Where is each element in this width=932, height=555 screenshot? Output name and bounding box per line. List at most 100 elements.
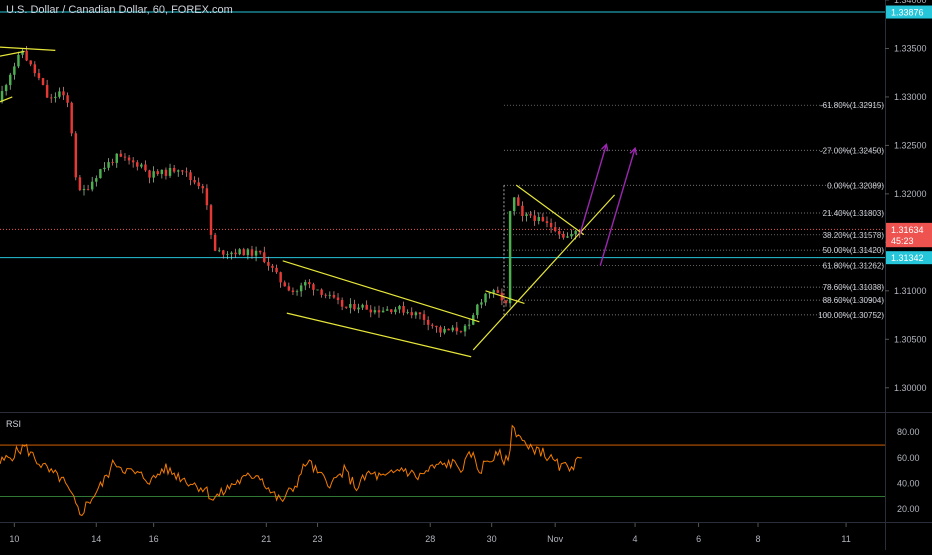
time-tick-label: 11 [841, 534, 850, 544]
trend-line[interactable] [515, 184, 585, 236]
candle-down [279, 272, 282, 283]
price-badge-label: 1.31342 [891, 253, 924, 263]
price-badge [886, 222, 932, 236]
candle-up [349, 303, 352, 308]
candle-down [459, 331, 463, 332]
candle-down [435, 325, 438, 328]
candle-down [86, 189, 90, 190]
candle-up [107, 162, 110, 168]
trend-line[interactable] [0, 46, 56, 52]
candle-up [90, 181, 94, 190]
candle-down [156, 171, 159, 175]
candle-down [365, 304, 368, 310]
candle-down [422, 314, 426, 320]
candle-down [308, 282, 311, 285]
projection-arrow-shaft[interactable] [599, 148, 636, 266]
trend-line[interactable] [282, 260, 480, 323]
candle-down [66, 95, 69, 103]
trend-line[interactable] [286, 312, 472, 358]
candle-down [205, 188, 209, 206]
candle-up [488, 292, 491, 294]
candle-up [177, 170, 180, 172]
axes-layer: 1.340001.335001.330001.325001.320001.315… [9, 0, 932, 544]
candle-down [275, 267, 278, 273]
candle-up [398, 305, 401, 310]
candle-down [504, 300, 508, 304]
fibonacci-retracement[interactable]: -61.80%(1.32915) -27.00%(1.32450) 0.00%(1.… [503, 101, 885, 320]
candle-down [172, 167, 176, 172]
price-badge [886, 5, 932, 19]
candle-down [144, 164, 147, 171]
price-tick-label: 1.30500 [894, 334, 927, 344]
candle-down [549, 222, 553, 228]
rsi-pane: 80.00 60.00 40.00 20.00 [0, 424, 920, 517]
projection-arrows-layer[interactable] [579, 143, 638, 266]
candle-down [439, 327, 442, 333]
candle-up [95, 178, 98, 182]
candle-down [62, 91, 65, 96]
candle-down [377, 310, 381, 313]
candle-up [0, 91, 4, 102]
candle-down [353, 303, 356, 310]
candle-down [402, 305, 405, 313]
trend-line[interactable] [472, 194, 616, 351]
projection-arrow-head [600, 143, 609, 152]
trend-line[interactable] [0, 96, 13, 103]
candle-up [9, 74, 12, 86]
candle-up [140, 164, 143, 167]
candle-down [447, 328, 450, 331]
candle-down [369, 309, 373, 313]
trend-line[interactable] [0, 50, 25, 58]
trend-line[interactable] [485, 290, 525, 304]
fib-level-label: -61.80%(1.32915) [820, 101, 884, 110]
candle-up [316, 289, 319, 291]
candle-up [328, 294, 332, 296]
fib-level-label: 88.60%(1.30904) [823, 296, 885, 305]
candle-up [357, 307, 360, 310]
candle-up [443, 328, 446, 333]
candle-up [238, 249, 241, 255]
candle-down [324, 294, 327, 296]
price-badge-label: 45:23 [891, 236, 914, 246]
candle-up [508, 211, 512, 304]
candle-down [45, 84, 49, 98]
candle-down [189, 172, 192, 181]
candle-up [385, 309, 389, 311]
fib-level-label: -27.00%(1.32450) [820, 146, 884, 155]
candle-down [271, 265, 274, 268]
candle-down [123, 156, 127, 158]
time-tick-label: 16 [149, 534, 159, 544]
rsi-tick-label: 80.00 [897, 427, 920, 437]
candle-down [529, 214, 532, 216]
time-tick-label: 14 [91, 534, 101, 544]
candle-up [115, 153, 118, 163]
candle-down [390, 309, 393, 313]
candle-up [304, 282, 307, 286]
candle-down [234, 252, 237, 255]
chart-title: U.S. Dollar / Canadian Dollar, 60, FOREX… [6, 4, 233, 16]
time-tick-label: 21 [261, 534, 271, 544]
trend-lines-layer[interactable] [0, 46, 616, 358]
candle-down [344, 306, 348, 308]
fib-level-label: 78.60%(1.31038) [823, 283, 885, 292]
candle-down [287, 286, 291, 291]
price-tick-label: 1.33000 [894, 92, 927, 102]
candle-up [373, 310, 377, 313]
time-tick-label: 4 [633, 534, 638, 544]
candle-down [41, 78, 45, 85]
candle-down [320, 289, 323, 295]
candle-up [480, 302, 483, 305]
time-tick-label: 23 [313, 534, 323, 544]
projection-arrow-shaft[interactable] [579, 144, 608, 235]
price-badge [886, 234, 932, 248]
candle-up [17, 54, 20, 67]
price-tick-label: 1.34000 [894, 0, 927, 5]
candle-up [451, 327, 454, 331]
candle-down [37, 73, 41, 79]
candle-up [226, 254, 229, 255]
candle-down [558, 231, 561, 234]
candle-down [127, 157, 131, 161]
projection-arrow-head [629, 146, 638, 156]
